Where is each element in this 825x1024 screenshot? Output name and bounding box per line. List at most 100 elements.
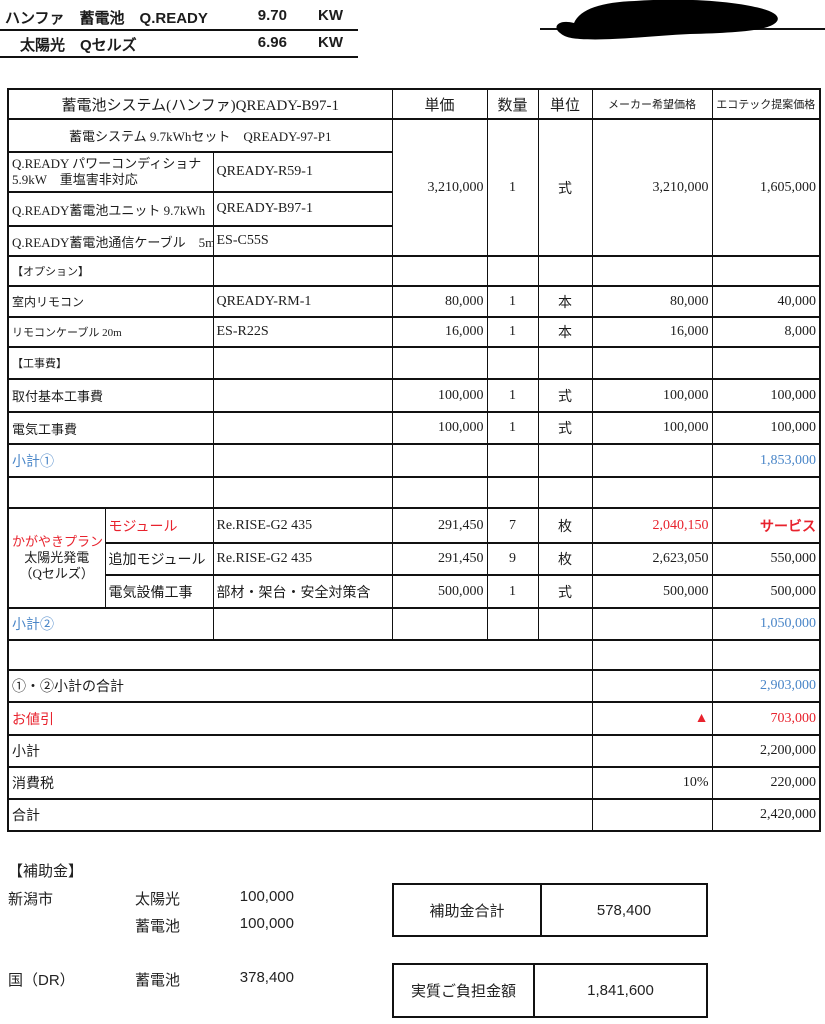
construction-maker-price: 100,000 — [591, 378, 713, 413]
net-cost-box: 実質ご負担金額 1,841,600 — [392, 963, 708, 1018]
col-header-proposal-price: エコテック提案価格 — [711, 88, 821, 120]
option-qty: 1 — [486, 316, 539, 348]
empty-cell — [212, 255, 393, 287]
construction-proposal-price: 100,000 — [711, 378, 821, 413]
summary-value: 2,903,000 — [711, 669, 821, 703]
summary-label: 小計 — [7, 734, 593, 768]
subtotal2-label: 小計② — [7, 607, 214, 641]
empty-cell — [591, 639, 713, 671]
empty-cell — [486, 443, 539, 478]
empty-cell — [391, 346, 488, 380]
solar-model: 部材・架台・安全対策含 — [212, 574, 393, 609]
empty-cell — [7, 476, 214, 509]
subtotal2-value: 1,050,000 — [711, 607, 821, 641]
set-item-row: Q.READY蓄電池通信ケーブル 5m ES-C55S — [7, 225, 820, 257]
solar-row: 追加モジュール Re.RISE-G2 435 291,450 9 枚 2,623… — [8, 542, 821, 576]
construction-row: 電気工事費 100,000 1 式 100,000 100,000 — [7, 411, 821, 445]
construction-qty: 1 — [486, 378, 539, 413]
solar-unit-price: 291,450 — [391, 542, 488, 576]
option-header-row: 【オプション】 — [7, 255, 821, 287]
discount-value: 703,000 — [711, 701, 821, 736]
set-item-row: Q.READY蓄電池ユニット 9.7kWh QREADY-B97-1 — [7, 191, 820, 227]
solar-row: 電気設備工事 部材・架台・安全対策含 500,000 1 式 500,000 5… — [8, 574, 821, 609]
battery-set-row: 蓄電システム 9.7kWhセット QREADY-97-P1 3,210,000 … — [7, 118, 821, 257]
set-qty: 1 — [486, 118, 539, 257]
option-unit-price: 80,000 — [391, 285, 488, 318]
construction-header-row: 【工事費】 — [7, 346, 821, 380]
spacer-row — [7, 639, 821, 671]
table-title: 蓄電池システム(ハンファ)QREADY-B97-1 — [7, 88, 393, 120]
option-qty: 1 — [486, 285, 539, 318]
construction-qty: 1 — [486, 411, 539, 445]
empty-cell — [711, 476, 821, 509]
solar-unit-price: 291,450 — [391, 507, 488, 544]
option-section-label: 【オプション】 — [7, 255, 214, 287]
subsidy-amount: 378,400 — [239, 969, 294, 986]
empty-cell — [711, 346, 821, 380]
col-header-maker-price: メーカー希望価格 — [591, 88, 713, 120]
item-model: ES-C55S — [212, 225, 393, 257]
summary-row-total: 合計 2,420,000 — [7, 798, 821, 832]
total-value: 2,420,000 — [711, 798, 821, 832]
subsidy-section: 【補助金】 新潟市 太陽光 100,000 蓄電池 100,000 国（DR） … — [0, 852, 825, 1024]
spacer-row — [7, 476, 821, 509]
item-name-line2: 5.9kW 重塩害非対応 — [12, 172, 138, 187]
solar-unit: 式 — [537, 574, 593, 609]
construction-unit-price: 100,000 — [391, 411, 488, 445]
option-row: 室内リモコン QREADY-RM-1 80,000 1 本 80,000 40,… — [7, 285, 821, 318]
item-model: QREADY-B97-1 — [212, 191, 393, 227]
solar-capacity-value: 6.96 — [257, 34, 287, 51]
subsidy-title: 【補助金】 — [8, 863, 84, 880]
empty-cell — [537, 443, 593, 478]
summary-row-grand-subtotal: ①・②小計の合計 2,903,000 — [7, 669, 821, 703]
construction-proposal-price: 100,000 — [711, 411, 821, 445]
col-header-unit-price: 単価 — [391, 88, 488, 120]
subtotal1-value: 1,853,000 — [711, 443, 821, 478]
item-name-cable: Q.READY蓄電池通信ケーブル 5m — [7, 225, 214, 257]
solar-proposal-price: 500,000 — [711, 574, 821, 609]
option-name: 室内リモコン — [7, 285, 214, 318]
item-model: QREADY-R59-1 — [212, 151, 393, 193]
option-unit: 本 — [537, 316, 593, 348]
empty-cell — [711, 255, 821, 287]
empty-cell — [537, 346, 593, 380]
empty-cell — [212, 346, 393, 380]
solar-capacity-unit: KW — [318, 34, 343, 51]
battery-system-label: ハンファ 蓄電池 Q.READY — [5, 10, 208, 27]
option-maker-price: 16,000 — [591, 316, 713, 348]
empty-cell — [591, 346, 713, 380]
option-name: リモコンケーブル 20m — [7, 316, 214, 348]
summary-middle — [591, 734, 713, 768]
solar-maker-price: 2,040,150 — [591, 507, 713, 544]
solar-item: 追加モジュール — [104, 542, 214, 576]
option-proposal-price: 8,000 — [711, 316, 821, 348]
empty-cell — [537, 255, 593, 287]
empty-cell — [391, 476, 488, 509]
solar-system-label: 太陽光 Qセルズ — [20, 37, 137, 54]
solar-plan-type: 太陽光発電 — [24, 549, 90, 565]
empty-cell — [7, 639, 593, 671]
construction-unit: 式 — [537, 411, 593, 445]
summary-value: 2,200,000 — [711, 734, 821, 768]
redaction-scribble — [540, 0, 825, 46]
solar-row: かがやきプラン 太陽光発電 （Qセルズ） モジュール Re.RISE-G2 43… — [7, 507, 821, 609]
subsidy-amount: 100,000 — [239, 888, 294, 905]
empty-cell — [486, 607, 539, 641]
solar-qty: 1 — [486, 574, 539, 609]
option-proposal-price: 40,000 — [711, 285, 821, 318]
subsidy-amount: 100,000 — [239, 915, 294, 932]
option-unit: 本 — [537, 285, 593, 318]
col-header-qty: 数量 — [486, 88, 539, 120]
option-row: リモコンケーブル 20m ES-R22S 16,000 1 本 16,000 8… — [7, 316, 821, 348]
option-model: ES-R22S — [212, 316, 393, 348]
summary-middle — [591, 669, 713, 703]
subsidy-target: 蓄電池 — [135, 918, 181, 935]
empty-cell — [212, 607, 393, 641]
net-cost-label: 実質ご負担金額 — [394, 965, 535, 1016]
solar-unit-price: 500,000 — [391, 574, 488, 609]
empty-cell — [212, 411, 393, 445]
option-model: QREADY-RM-1 — [212, 285, 393, 318]
construction-name: 取付基本工事費 — [7, 378, 214, 413]
col-header-unit: 単位 — [537, 88, 593, 120]
battery-capacity-unit: KW — [318, 7, 343, 24]
